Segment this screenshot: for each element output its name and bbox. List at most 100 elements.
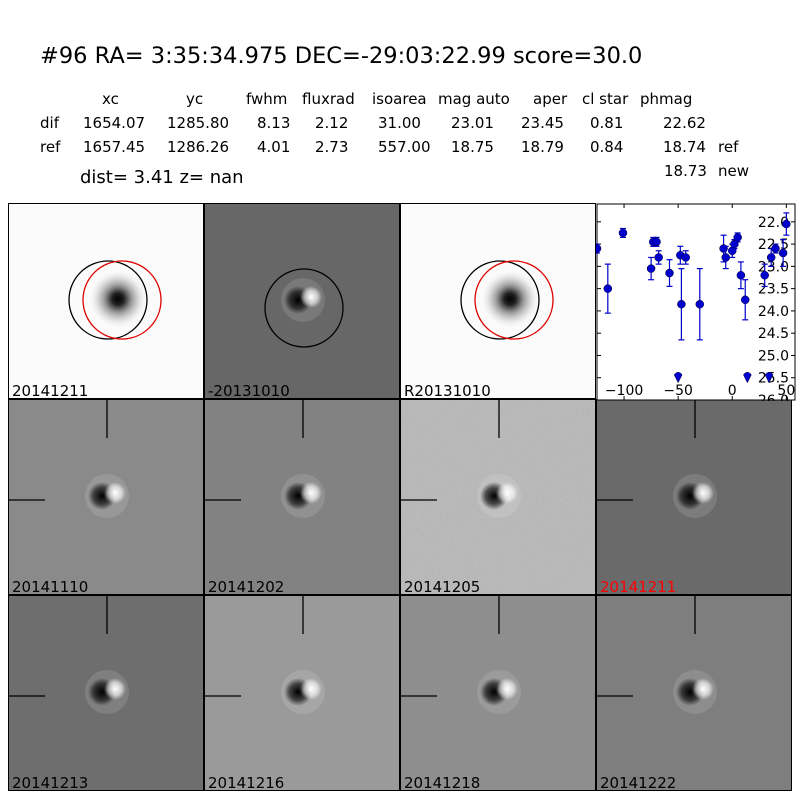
- data-point: [766, 253, 776, 262]
- cutout-panel: 20141110: [8, 399, 204, 595]
- data-point: [721, 253, 731, 262]
- table-cell: 18.75: [451, 138, 494, 156]
- upper-limit-marker: [743, 371, 752, 384]
- data-point: [677, 299, 686, 309]
- data-point: [771, 244, 780, 253]
- panel-date-label: 20141110: [12, 578, 89, 595]
- y-tick-label: 26.0: [758, 393, 789, 401]
- aperture-circle: [460, 260, 540, 340]
- cutout-panel: R20131010: [400, 203, 596, 399]
- table-column-header: mag auto: [438, 90, 510, 108]
- reference-circle: [474, 260, 554, 340]
- table-cell: 1657.45: [83, 138, 146, 156]
- x-tick-label: −50: [663, 383, 693, 399]
- panel-date-label: 20141211: [12, 382, 89, 399]
- table-row-label: ref: [40, 138, 61, 156]
- data-point: [646, 264, 656, 273]
- table-column-header: aper: [533, 90, 568, 108]
- cutout-panel: 20141218: [400, 595, 596, 791]
- cutout-panel: 20141205: [400, 399, 596, 595]
- positive-residual: [496, 482, 518, 504]
- panel-date-label: 20141205: [404, 578, 481, 595]
- table-cell: 0.81: [590, 114, 624, 132]
- table-row-suffix: ref: [718, 138, 739, 156]
- table-cell: 31.00: [378, 114, 421, 132]
- table-cell: 0.84: [590, 138, 624, 156]
- table-cell: 4.01: [257, 138, 291, 156]
- data-point: [782, 219, 791, 229]
- table-column-header: cl star: [582, 90, 629, 108]
- x-tick-label: 0: [728, 383, 737, 399]
- table-cell: 8.13: [257, 114, 291, 132]
- y-tick-label: 24.5: [758, 326, 789, 342]
- positive-residual: [300, 482, 322, 504]
- x-tick-label: −100: [605, 383, 643, 399]
- source-blob: [88, 269, 148, 329]
- distance-redshift-line: dist= 3.41 z= nan: [80, 167, 244, 188]
- data-point: [760, 271, 769, 280]
- table-column-header: isoarea: [372, 90, 427, 108]
- positive-residual: [104, 482, 126, 504]
- y-tick-label: 23.5: [758, 282, 789, 298]
- new-magnitude-value: 18.73: [664, 162, 707, 180]
- data-point: [596, 244, 602, 253]
- table-cell: 557.00: [378, 138, 431, 156]
- reference-circle: [82, 260, 162, 340]
- plot-frame: [596, 203, 796, 401]
- positive-residual: [692, 678, 714, 700]
- table-cell: 23.01: [451, 114, 494, 132]
- cutout-panel: 20141216: [204, 595, 400, 791]
- cutout-panel: 20141213: [8, 595, 204, 791]
- y-tick-label: 24.0: [758, 304, 789, 320]
- table-cell: 1286.26: [167, 138, 230, 156]
- cutout-panel: 20141211: [596, 399, 792, 595]
- cutout-panel: 20141222: [596, 595, 792, 791]
- table-cell: 18.79: [521, 138, 564, 156]
- data-point: [665, 268, 674, 278]
- table-column-header: fluxrad: [302, 90, 355, 108]
- data-point: [736, 271, 746, 280]
- data-point: [778, 248, 788, 258]
- cutout-panel: 20141211: [8, 203, 204, 399]
- cutout-panel: -20131010: [204, 203, 400, 399]
- page-title: #96 RA= 3:35:34.975 DEC=-29:03:22.99 sco…: [40, 43, 643, 69]
- panel-date-label: 20141211: [600, 578, 677, 595]
- y-tick-label: 25.0: [758, 348, 789, 364]
- table-cell: 23.45: [521, 114, 564, 132]
- new-magnitude-suffix: new: [718, 162, 750, 180]
- data-point: [652, 237, 661, 247]
- x-tick-label: 50: [777, 383, 795, 399]
- panel-date-label: 20141213: [12, 774, 89, 791]
- data-point: [681, 253, 690, 262]
- positive-residual: [104, 678, 126, 700]
- positive-residual: [300, 678, 322, 700]
- table-column-header: xc: [102, 90, 119, 108]
- panel-date-label: 20141216: [208, 774, 285, 791]
- data-point: [603, 284, 613, 293]
- table-cell: 1285.80: [167, 114, 230, 132]
- data-point: [654, 253, 663, 262]
- panel-date-label: 20141202: [208, 578, 285, 595]
- aperture-circle: [264, 268, 344, 348]
- y-tick-label: 22.0: [758, 215, 789, 231]
- table-cell: 22.62: [663, 114, 706, 132]
- table-row-label: dif: [40, 114, 59, 132]
- panel-date-label: 20141218: [404, 774, 481, 791]
- positive-residual: [300, 286, 322, 308]
- panel-date-label: R20131010: [404, 382, 491, 399]
- table-cell: 2.12: [315, 114, 349, 132]
- table-column-header: fwhm: [246, 90, 288, 108]
- data-point: [618, 228, 628, 238]
- table-cell: 1654.07: [83, 114, 146, 132]
- table-cell: 18.74: [663, 138, 706, 156]
- aperture-circle: [68, 260, 148, 340]
- table-column-header: yc: [186, 90, 204, 108]
- data-point: [695, 299, 705, 309]
- upper-limit-marker: [673, 371, 683, 384]
- table-cell: 2.73: [315, 138, 349, 156]
- panel-date-label: -20131010: [208, 382, 290, 399]
- upper-limit-marker: [764, 371, 774, 384]
- light-curve-chart: 22.022.523.023.524.024.525.025.526.0−100…: [596, 203, 796, 401]
- source-blob: [480, 269, 540, 329]
- data-point: [740, 295, 750, 305]
